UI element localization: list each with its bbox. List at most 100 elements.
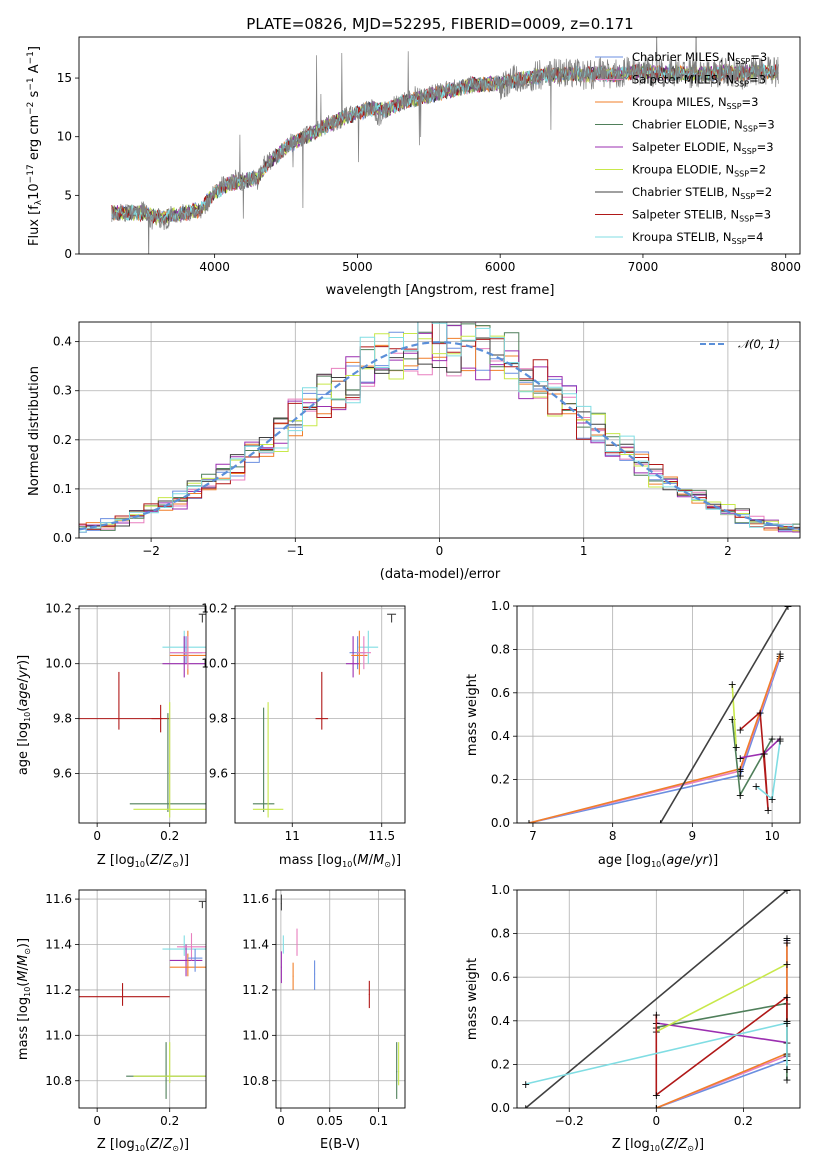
x-tick-label: 0.05 [316,1114,343,1128]
data-spectrum-line [111,37,779,254]
weight-vs-age-panel: 7 8 9 100.00.20.40.60.81.0++++++++++ +++++++… [491,599,801,843]
y-tick-label: 0 [64,247,72,261]
y-tick-label: 10.2 [45,602,72,616]
age-vs-z-x-label: Z [log10(Z/Z⊙)] [97,853,189,869]
y-tick-label: 11.4 [45,938,72,952]
residual-legend: 𝒩(0, 1) [700,337,780,351]
plot-content [79,900,206,1099]
weight-z-marker: + [782,936,791,949]
age-vs-z-y-label: age [log10(age/yr)] [16,655,32,775]
x-tick-label: 0 [436,544,444,558]
y-tick-label: 0.0 [53,531,72,545]
weight-age-line-5 [731,684,737,748]
weight-age-marker: + [736,789,745,802]
legend-label-3: Chabrier ELODIE, NSSP=3 [632,118,775,134]
weight-age-marker: + [736,752,745,765]
weight-z-marker: + [782,884,791,897]
x-tick-label: 0 [93,1114,101,1128]
gaussian-curve [79,341,800,531]
weight-age-line-7 [739,710,769,811]
y-tick-label: 11.2 [45,983,72,997]
axes-frame [516,605,801,824]
x-tick-label: 7 [529,829,537,843]
x-tick-label: 0.1 [369,1114,388,1128]
weight-z-marker: + [652,1089,661,1102]
y-tick-label: 9.8 [209,712,228,726]
weight-vs-age-y-label: mass weight [465,674,480,756]
weight-z-marker: + [782,958,791,971]
weight-age-marker: + [767,732,776,745]
y-tick-label: 15 [57,71,72,85]
y-tick-label: 10.0 [45,657,72,671]
x-tick-label: 1 [580,544,588,558]
weight-z-line-4 [656,1022,788,1044]
y-tick-label: 0.6 [491,686,510,700]
x-tick-label: −0.2 [555,1114,584,1128]
spectrum-plot-area: 4000 5000 6000 7000 8000 0 5 10 15 [57,36,801,274]
weight-age-line-2 [528,653,781,823]
histogram-4 [79,325,800,533]
weight-z-marker: + [652,1102,661,1115]
gaussian-legend-label: 𝒩(0, 1) [738,337,780,351]
legend-label-0: Chabrier MILES, NSSP=3 [632,50,767,66]
histogram-8 [79,322,800,533]
spectrum-title: PLATE=0826, MJD=52295, FIBERID=0009, z=0… [246,15,633,33]
y-tick-label: 0.3 [53,384,72,398]
legend-label-6: Chabrier STELIB, NSSP=2 [632,185,772,201]
weight-age-marker: + [775,652,784,665]
y-tick-label: 10 [57,130,72,144]
weight-z-marker: + [782,1017,791,1030]
legend-label-1: Salpeter MILES, NSSP=3 [632,73,766,89]
weight-age-line-6 [659,606,789,823]
weight-age-marker: + [736,769,745,782]
y-tick-label: 5 [64,188,72,202]
weight-age-marker: + [783,600,792,613]
y-tick-label: 11.6 [45,892,72,906]
weight-age-marker: + [736,724,745,737]
y-tick-label: 10.8 [45,1074,72,1088]
x-tick-label: 0.2 [160,829,179,843]
weight-age-marker: + [728,713,737,726]
y-tick-label: 0.2 [491,773,510,787]
plot-content [252,613,397,818]
y-tick-label: 11.2 [242,983,269,997]
residual-plot-area: −2 −1 0 1 2 0.0 0.1 0.2 0.3 0.4 [53,321,801,558]
weight-age-marker: + [775,732,784,745]
mass-vs-z-y-label: mass [log10(M/M⊙)] [16,938,32,1060]
mass-vs-z-x-label: Z [log10(Z/Z⊙)] [97,1137,189,1153]
y-tick-label: 9.6 [209,767,228,781]
weight-age-marker: + [775,648,784,661]
y-tick-label: 0.8 [491,642,510,656]
axes-frame [78,321,801,539]
y-tick-label: 11.4 [242,938,269,952]
legend-label-7: Salpeter STELIB, NSSP=3 [632,208,771,224]
weight-z-line-5 [655,963,788,1033]
weight-z-marker: + [521,1102,530,1115]
legend-label-2: Kroupa MILES, NSSP=3 [632,95,758,111]
weight-z-line-8 [525,1021,788,1085]
x-tick-label: 7000 [628,260,659,274]
x-tick-label: 9 [689,829,697,843]
weight-age-marker: + [775,650,784,663]
legend-label-5: Kroupa ELODIE, NSSP=2 [632,163,766,179]
weight-z-marker: + [652,1008,661,1021]
weight-age-line-8 [755,740,781,801]
axes-frame [78,889,207,1109]
weight-age-line-3 [731,718,773,798]
axes-frame [78,605,207,824]
weight-z-marker: + [782,1063,791,1076]
weight-age-marker: + [756,706,765,719]
histogram-6 [79,337,800,530]
weight-vs-z-panel: −0.2 0 0.20.00.20.40.60.81.0++++++++++++++… [491,883,801,1128]
spectrum-x-label: wavelength [Angstrom, rest frame] [326,283,555,298]
residual-x-label: (data-model)/error [380,567,501,582]
y-tick-label: 9.6 [53,767,72,781]
weight-age-marker: + [728,678,737,691]
weight-vs-z-y-label: mass weight [465,958,480,1040]
age-vs-z-panel: 0 0.2 9.6 9.8 10.0 10.2 [45,602,207,843]
x-tick-label: 0.2 [160,1114,179,1128]
weight-z-marker: + [782,1074,791,1087]
weight-z-marker: + [782,932,791,945]
